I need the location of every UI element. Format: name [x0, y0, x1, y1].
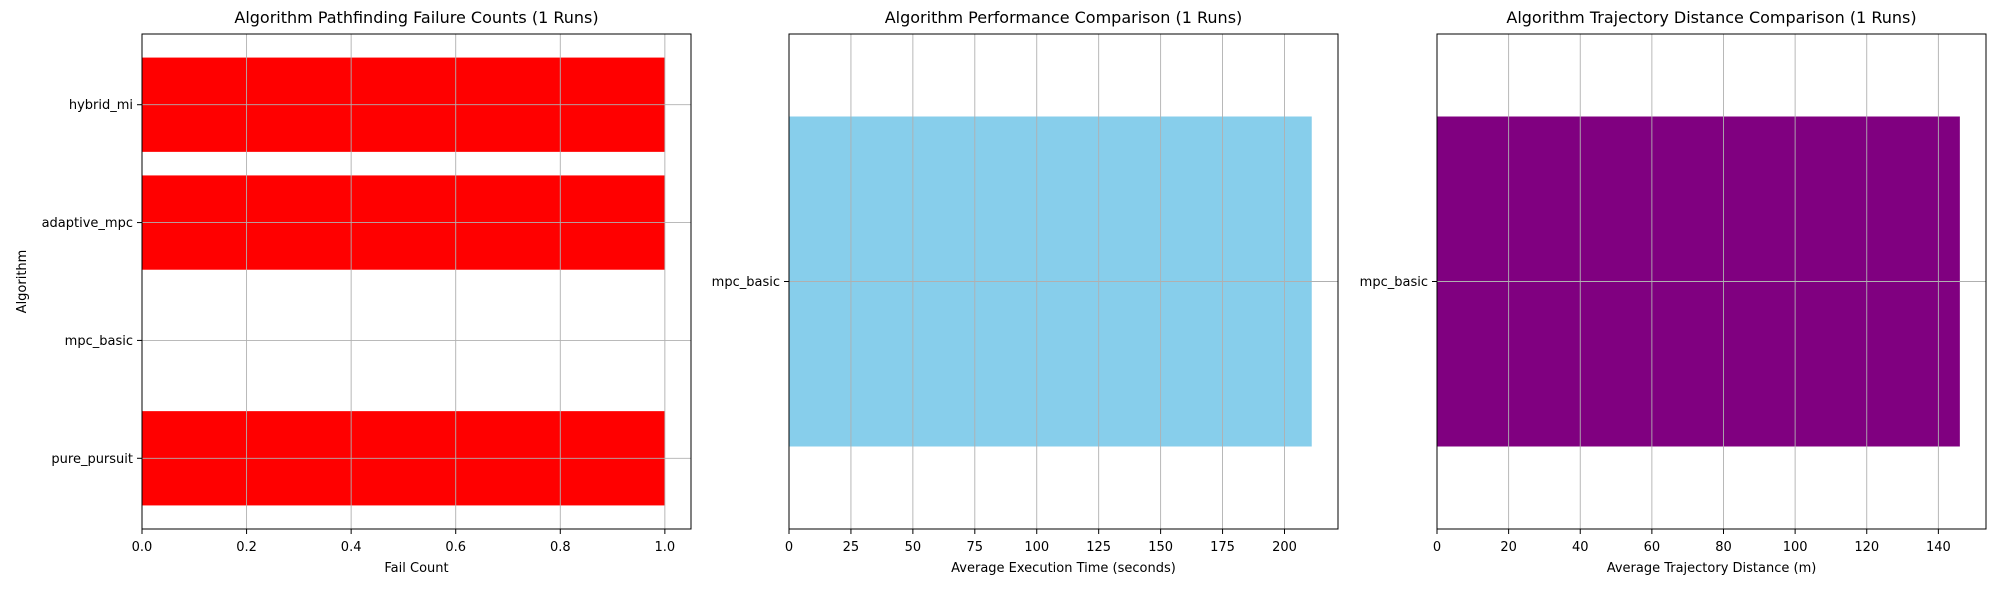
x-tick-label: 150 [1148, 540, 1173, 555]
chart-panel-2: 0 25 50 75 100 125 150 175 200 mpc_basic Algorithm… [712, 8, 1339, 576]
x-tick-label: 120 [1854, 540, 1879, 555]
x-axis-label: Average Trajectory Distance (m) [1607, 561, 1817, 576]
x-tick-label: 0.4 [341, 540, 362, 555]
chart-title: Algorithm Performance Comparison (1 Runs… [885, 8, 1243, 27]
x-tick-label: 200 [1272, 540, 1297, 555]
x-tick-label: 0.0 [132, 540, 153, 555]
x-tick-label: 0 [1433, 540, 1441, 555]
x-tick-label: 1.0 [655, 540, 676, 555]
x-tick-label: 75 [967, 540, 984, 555]
x-tick-label: 100 [1783, 540, 1808, 555]
x-axis-label: Average Execution Time (seconds) [951, 561, 1176, 576]
x-tick-label: 80 [1715, 540, 1732, 555]
x-tick-label: 25 [843, 540, 860, 555]
x-tick-label: 60 [1644, 540, 1661, 555]
x-tick-label: 175 [1210, 540, 1235, 555]
y-tick-label-pure_pursuit: pure_pursuit [51, 452, 133, 467]
x-tick-label: 20 [1500, 540, 1517, 555]
x-tick-label: 0.8 [550, 540, 571, 555]
chart-title: Algorithm Trajectory Distance Comparison… [1506, 8, 1916, 27]
y-axis-label: Algorithm [15, 250, 30, 314]
x-tick-label: 140 [1926, 540, 1951, 555]
axes-frame [141, 33, 692, 530]
chart-panel-1: 0.0 0.2 0.4 0.6 0.8 1.0 pure_pursuit mpc_basic a… [15, 8, 692, 576]
x-tick-label: 0.6 [445, 540, 466, 555]
y-tick-label-mpc_basic: mpc_basic [1360, 275, 1428, 290]
x-tick-label: 100 [1024, 540, 1049, 555]
y-tick-label-hybrid_mi: hybrid_mi [69, 98, 133, 113]
y-tick-label-adaptive_mpc: adaptive_mpc [42, 216, 133, 231]
x-tick-label: 50 [905, 540, 922, 555]
y-tick-label-mpc_basic: mpc_basic [65, 334, 133, 349]
y-tick-label-mpc_basic: mpc_basic [712, 275, 780, 290]
x-tick-label: 0 [785, 540, 793, 555]
x-tick-label: 40 [1572, 540, 1589, 555]
chart-panel-3: 0 20 40 60 80 100 120 140 mpc_basic Algorithm Tra… [1360, 8, 1987, 576]
x-tick-label: 125 [1086, 540, 1111, 555]
chart-title: Algorithm Pathfinding Failure Counts (1 … [234, 8, 598, 27]
x-tick-label: 0.2 [236, 540, 257, 555]
x-axis-label: Fail Count [384, 561, 448, 576]
